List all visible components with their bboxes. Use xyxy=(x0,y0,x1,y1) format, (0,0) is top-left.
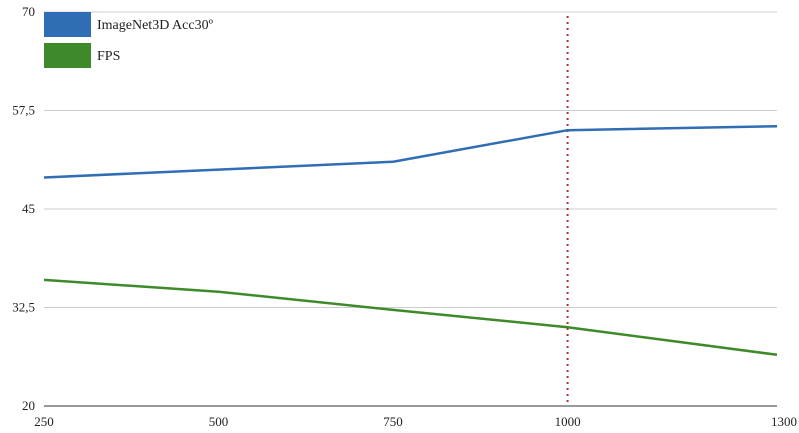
x-tick-label: 250 xyxy=(34,414,54,429)
x-tick-labels: 250 500 750 1000 1300 xyxy=(34,414,797,429)
x-tick-label: 1000 xyxy=(555,414,581,429)
y-tick-label: 20 xyxy=(22,398,35,413)
x-tick-label: 500 xyxy=(209,414,229,429)
legend-label-1: FPS xyxy=(97,49,120,64)
series-line-0 xyxy=(43,125,778,179)
legend-swatch-0 xyxy=(44,12,91,37)
y-tick-labels: 20 32,5 45 57,5 70 xyxy=(12,4,35,413)
y-tick-label: 45 xyxy=(22,201,35,216)
grid-lines xyxy=(44,11,777,308)
y-tick-label: 70 xyxy=(22,4,35,19)
series-line-1 xyxy=(43,278,778,357)
x-tick-label: 750 xyxy=(383,414,403,429)
legend: ImageNet3D Acc30º FPS xyxy=(44,12,214,68)
legend-swatch-1 xyxy=(44,43,91,68)
y-tick-label: 32,5 xyxy=(12,300,35,315)
legend-label-0: ImageNet3D Acc30º xyxy=(97,18,214,33)
y-tick-label: 57,5 xyxy=(12,103,35,118)
x-tick-label: 1300 xyxy=(771,414,797,429)
series-lines xyxy=(43,125,778,357)
